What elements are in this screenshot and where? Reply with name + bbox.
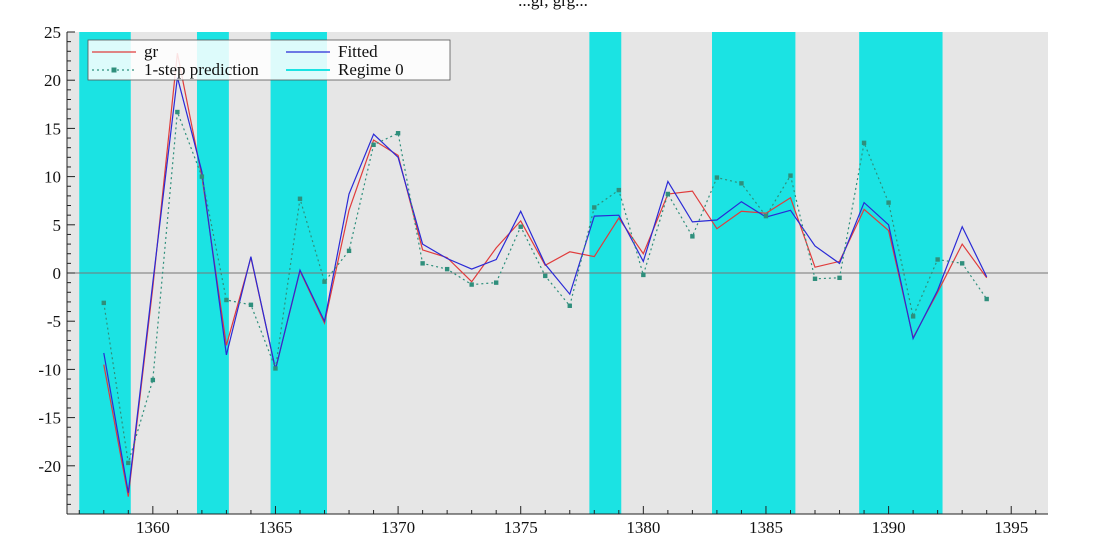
prediction-point (714, 175, 720, 180)
prediction-point (273, 366, 278, 371)
prediction-point (175, 109, 180, 115)
legend-entry: Fitted (286, 42, 378, 61)
y-tick-label: 15 (44, 119, 61, 138)
prediction-point (101, 300, 106, 306)
prediction-point (935, 257, 940, 262)
prediction-point (224, 297, 229, 303)
prediction-point (346, 248, 352, 254)
series-layer (101, 53, 989, 497)
prediction-point (812, 276, 818, 281)
legend-entry: Regime 0 (286, 60, 404, 79)
prediction-point (469, 282, 474, 287)
prediction-point (248, 302, 254, 308)
prediction-point (395, 131, 401, 136)
prediction-point (984, 296, 989, 302)
legend-entry: gr (92, 42, 159, 61)
legend-box (87, 39, 451, 81)
prediction-point (763, 213, 769, 219)
x-tick-label: 1390 (872, 518, 906, 537)
y-tick-label: 5 (53, 216, 62, 235)
x-tick-label: 1380 (626, 518, 660, 537)
y-tick-label: 25 (44, 23, 61, 42)
prediction-point (322, 279, 327, 284)
prediction-point (690, 234, 695, 239)
prediction-point (910, 314, 916, 319)
x-tick-label: 1375 (504, 518, 538, 537)
x-tick-label: 1370 (381, 518, 415, 537)
prediction-point (567, 303, 572, 308)
y-tick-label: 20 (44, 71, 61, 90)
x-tick-label: 1385 (749, 518, 783, 537)
prediction-point (616, 187, 622, 193)
prediction-point (444, 266, 450, 272)
legend-label: 1-step prediction (144, 60, 259, 79)
prediction-point (665, 191, 671, 197)
y-tick-label: -15 (38, 409, 61, 428)
prediction-point (641, 272, 646, 278)
prediction-point (861, 140, 867, 146)
legend-label: Fitted (338, 42, 378, 61)
prediction-point (518, 224, 523, 229)
prediction-point (150, 377, 156, 383)
legend: gr Fitted 1-step prediction Regime 0 (87, 39, 451, 81)
legend-marker (111, 67, 117, 73)
chart-title: ...gr, grg... (518, 0, 588, 10)
prediction-point (493, 280, 499, 285)
prediction-point (371, 142, 376, 147)
prediction-point (959, 261, 965, 266)
legend-label: Regime 0 (338, 60, 404, 79)
axes: 1360 1365 1370 1375 1380 1385 1390 1395 25 20 15 10… (38, 23, 1048, 537)
x-tick-label: 1360 (136, 518, 170, 537)
prediction-point (739, 181, 744, 186)
x-tick-label: 1365 (258, 518, 292, 537)
y-tick-label: 0 (53, 264, 62, 283)
prediction-point (788, 173, 793, 178)
prediction-point (420, 261, 425, 266)
legend-label: gr (144, 42, 159, 61)
prediction-point (543, 273, 548, 279)
prediction-point (126, 460, 131, 466)
y-tick-label: -10 (38, 360, 61, 379)
prediction-point (837, 275, 842, 281)
series-line-fitted (103, 77, 988, 493)
y-tick-label: -20 (38, 457, 61, 476)
x-tick-label: 1395 (994, 518, 1028, 537)
prediction-point (297, 196, 303, 201)
prediction-point (199, 174, 205, 179)
y-tick-label: 10 (44, 168, 61, 187)
legend-entry: 1-step prediction (92, 60, 259, 79)
y-tick-label: -5 (47, 312, 61, 331)
prediction-point (592, 205, 597, 210)
prediction-point (886, 200, 891, 205)
